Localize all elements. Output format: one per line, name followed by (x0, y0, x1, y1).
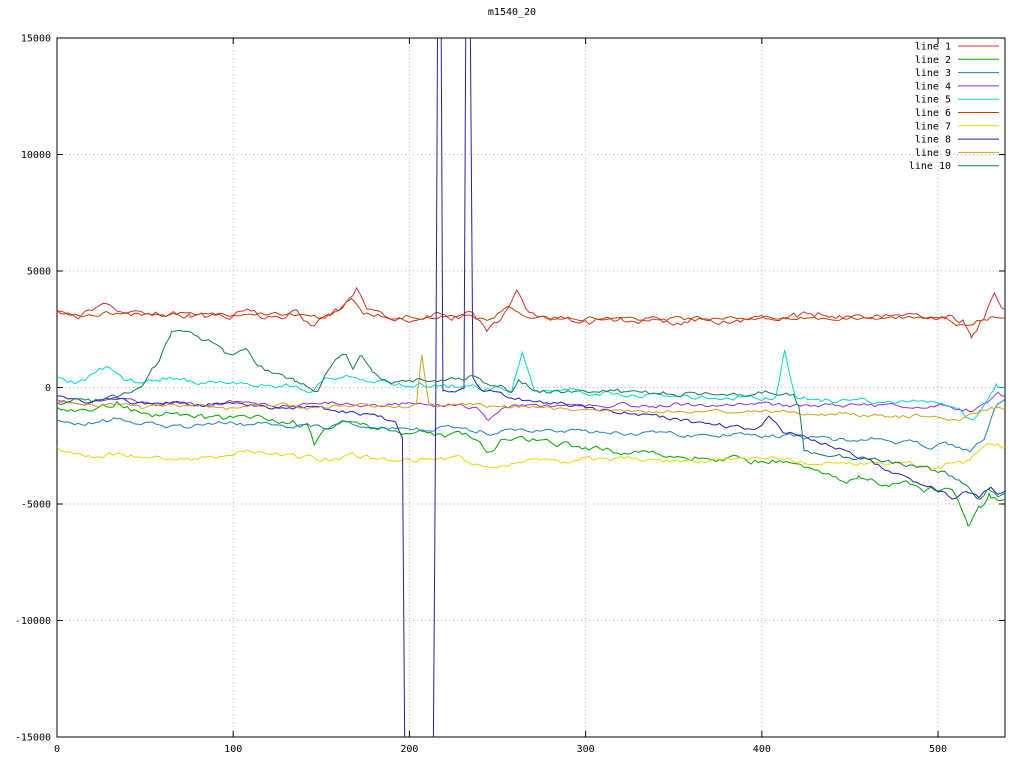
legend-label: line 1 (915, 42, 951, 53)
series-line-3 (57, 398, 1005, 453)
legend-label: line 4 (915, 81, 951, 92)
legend-label: line 9 (915, 148, 951, 159)
legend-label: line 6 (915, 108, 951, 119)
y-axis-tick-label: 0 (45, 383, 51, 394)
series-line-8 (57, 38, 1005, 737)
series-line-5 (57, 349, 1005, 421)
legend-label: line 5 (915, 95, 951, 106)
y-axis-tick-label: -5000 (21, 500, 51, 511)
x-axis-tick-label: 100 (224, 744, 242, 755)
series-line-1 (57, 286, 1005, 340)
series-line-9 (57, 354, 1005, 422)
chart-title: m1540_20 (487, 7, 537, 18)
y-axis-tick-label: 5000 (27, 267, 51, 278)
legend-label: line 10 (909, 161, 951, 172)
x-axis-tick-label: 400 (753, 744, 771, 755)
x-axis-tick-label: 200 (400, 744, 418, 755)
x-axis-tick-label: 500 (929, 744, 947, 755)
plot-border (56, 37, 1006, 738)
legend-label: line 3 (915, 68, 951, 79)
series-line-7 (57, 443, 1005, 469)
legend-label: line 8 (915, 135, 951, 146)
y-axis-tick-label: -15000 (15, 733, 51, 744)
series-line-10 (57, 329, 1005, 500)
series-line-2 (57, 400, 1005, 527)
legend-label: line 7 (915, 121, 951, 132)
y-axis-tick-label: 10000 (21, 150, 51, 161)
x-axis-tick-label: 300 (577, 744, 595, 755)
series-line-6 (57, 297, 1005, 326)
x-axis-tick-label: 0 (54, 744, 60, 755)
y-axis-tick-label: 15000 (21, 34, 51, 45)
y-axis-tick-label: -10000 (15, 616, 51, 627)
legend-label: line 2 (915, 55, 951, 66)
